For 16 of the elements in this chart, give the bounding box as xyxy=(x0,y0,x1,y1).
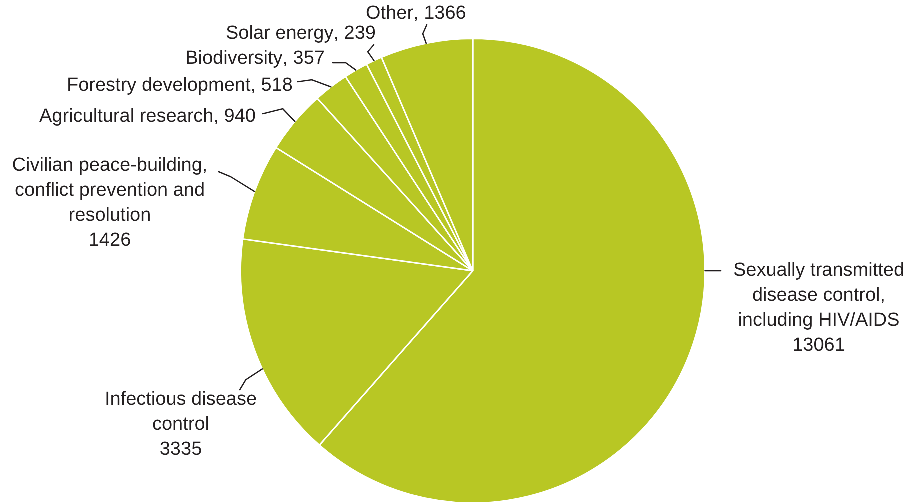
slice-label: Solar energy xyxy=(226,23,334,44)
slice-label: Agricultural research xyxy=(40,106,214,128)
data-label: 1426 xyxy=(88,230,132,252)
data-label: , 518 xyxy=(250,75,294,96)
slice-label: Biodiversity xyxy=(186,48,284,70)
data-label: 3335 xyxy=(160,439,202,460)
slice-label: Other xyxy=(366,3,414,24)
slice-label: Sexually transmitted disease control, including HIV/AIDS xyxy=(733,260,905,332)
data-label: 13061 xyxy=(792,335,846,356)
data-label: , 1366 xyxy=(414,3,466,24)
data-label: , 940 xyxy=(214,106,256,128)
data-label: , 239 xyxy=(334,23,376,44)
data-label: , 357 xyxy=(282,48,326,70)
slice-label: Forestry development xyxy=(66,75,252,96)
slice-label: Infectious disease control xyxy=(104,389,258,436)
slice-label: Civilian peace-building, conflict prevention and resolution xyxy=(12,155,208,226)
